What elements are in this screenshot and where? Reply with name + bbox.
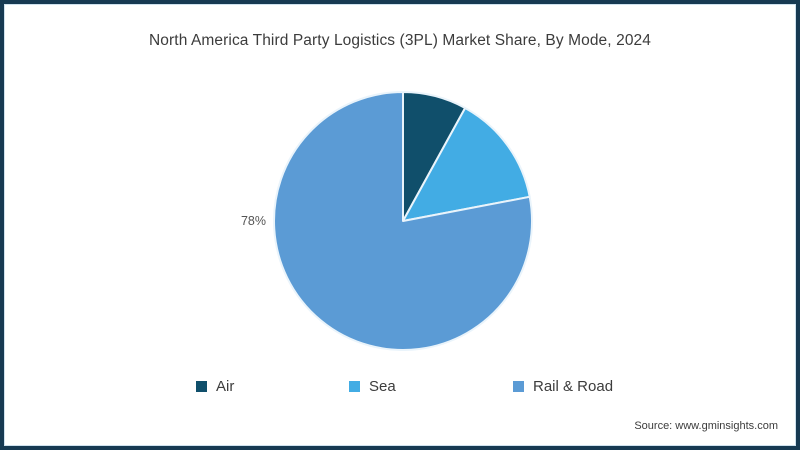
legend-label-air: Air bbox=[216, 377, 235, 395]
legend-label-rail-road: Rail & Road bbox=[533, 377, 614, 395]
legend-swatch-rail-road bbox=[513, 380, 524, 392]
pie-slice-sea[interactable] bbox=[402, 106, 531, 222]
legend-swatch-air bbox=[196, 380, 207, 392]
chart-title: North America Third Party Logistics (3PL… bbox=[149, 32, 651, 49]
legend-label-sea: Sea bbox=[369, 377, 396, 395]
pie-svg bbox=[273, 91, 533, 351]
legend-swatch-sea bbox=[349, 380, 360, 392]
legend-item-air[interactable]: Air bbox=[196, 374, 234, 398]
pie-chart bbox=[273, 91, 533, 351]
source-attribution: Source: www.gminsights.com bbox=[634, 420, 778, 432]
pie-slice-label-rail-road: 78% bbox=[240, 214, 266, 228]
legend-item-rail-road[interactable]: Rail & Road bbox=[513, 374, 613, 398]
pie-slice-rail-road[interactable] bbox=[273, 91, 533, 351]
legend-item-sea[interactable]: Sea bbox=[349, 374, 396, 398]
chart-legend: Air Sea Rail & Road bbox=[0, 374, 800, 398]
